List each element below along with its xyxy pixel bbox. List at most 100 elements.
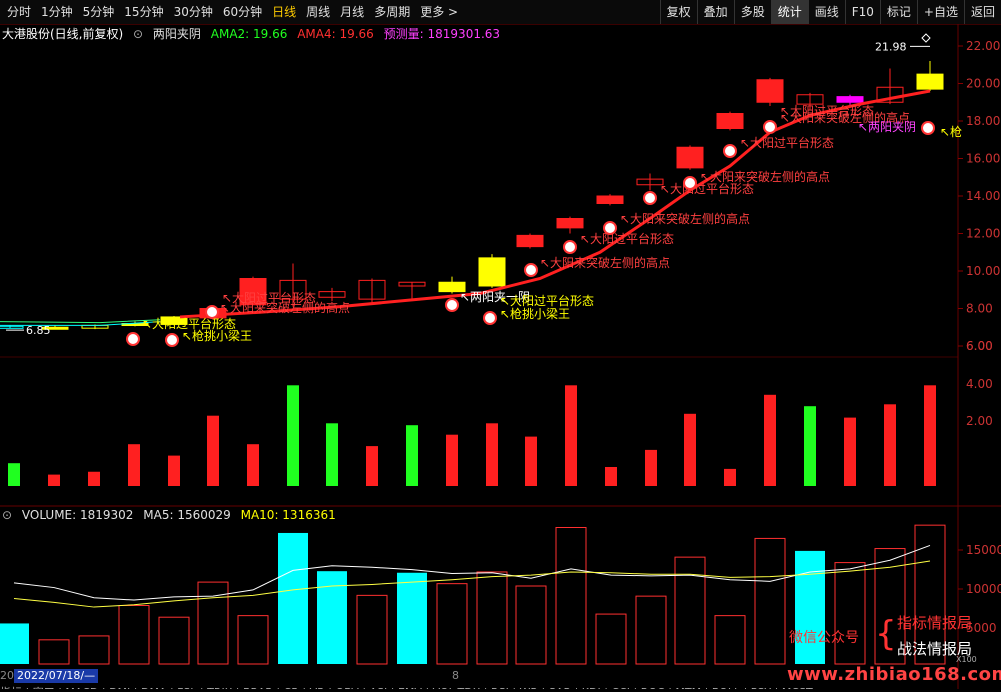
period-tab-8[interactable]: 月线 <box>340 5 365 19</box>
candle-8 <box>318 291 346 298</box>
volume-bar-15 <box>595 613 627 665</box>
price-tick-label: 18.00 <box>966 114 1000 128</box>
volume-bar-7 <box>278 532 308 664</box>
annotation-2: ↖大阳来突破左侧的高点 <box>220 300 350 315</box>
tool-button-8[interactable]: 返回 <box>963 0 1001 24</box>
ama2-value: AMA2: 19.66 <box>210 27 288 41</box>
candle-9 <box>358 279 386 300</box>
chevron-down-icon[interactable]: ⊙ <box>133 27 144 41</box>
osc-bar-11 <box>446 434 458 486</box>
signal-marker-5 <box>524 263 538 277</box>
ma10-value: MA10: 1316361 <box>240 508 336 522</box>
osc-bar-5 <box>207 415 219 486</box>
period-tab-7[interactable]: 周线 <box>306 5 331 19</box>
chart-area[interactable]: 22.00 20.00 18.00 16.00 14.00 12.00 10.00 8.00 6… <box>0 24 1001 689</box>
osc-bar-19 <box>764 394 776 486</box>
signal-marker-11 <box>763 120 777 134</box>
candle-21 <box>836 96 864 103</box>
candle-12 <box>478 257 506 287</box>
osc-bar-17 <box>684 413 696 486</box>
price-tick-label: 8.00 <box>966 302 993 316</box>
tool-button-5[interactable]: F10 <box>844 0 880 24</box>
tool-button-4[interactable]: 画线 <box>807 0 845 24</box>
watermark: 微信公众号 { 指标情报局 战法情报局 <box>789 612 999 662</box>
volume-unit: X100 <box>956 655 977 664</box>
volume-bar-4 <box>158 616 190 665</box>
low-mark: 6.85 <box>26 324 51 337</box>
volume-bar-14 <box>555 527 587 665</box>
price-tick-label: 10.00 <box>966 264 1000 278</box>
volume-value: VOLUME: 1819302 <box>21 508 134 522</box>
signal-marker-0 <box>126 332 140 346</box>
annotation-12: ↖大阳过平台形态 <box>740 135 834 150</box>
annotation-6: ↖枪挑小梁王 <box>500 306 570 321</box>
osc-tick-label: 6.00 <box>966 339 993 353</box>
period-tab-4[interactable]: 30分钟 <box>173 5 213 19</box>
tool-button-2[interactable]: 多股 <box>733 0 771 24</box>
osc-bar-8 <box>326 423 338 486</box>
ma-line <box>179 89 931 319</box>
volume-bar-3 <box>118 605 150 665</box>
osc-bar-10 <box>406 425 418 486</box>
osc-bar-0 <box>8 463 20 486</box>
volume-bar-10 <box>397 572 427 664</box>
period-tab-5[interactable]: 60分钟 <box>222 5 263 19</box>
candle-6 <box>239 278 267 306</box>
tool-button-3[interactable]: 统计 <box>770 0 808 24</box>
volume-bar-0 <box>0 623 29 664</box>
osc-bar-18 <box>724 468 736 486</box>
candlestick-chart[interactable]: 22.00 20.00 18.00 16.00 14.00 12.00 10.00 8.00 6… <box>0 24 1001 689</box>
period-tab-9[interactable]: 多周期 <box>374 5 411 19</box>
annotation-3: ↖大阳过平台形态 <box>222 290 316 305</box>
osc-bar-22 <box>884 404 896 486</box>
osc-bar-15 <box>605 467 617 486</box>
annotation-11: ↖大阳来突破左侧的高点 <box>700 169 830 184</box>
tool-buttons: 复权 叠加 多股 统计 画线 F10 标记 +自选 返回 <box>659 0 1001 24</box>
date-cursor: 2022/07/18/— <box>14 669 99 683</box>
watermark-wechat: 微信公众号 <box>789 630 859 646</box>
candle-1 <box>41 326 69 330</box>
candle-15 <box>596 195 624 204</box>
chart-header: 大港股份(日线,前复权) ⊙ 两阳夹阴 AMA2: 19.66 AMA4: 19… <box>0 25 506 43</box>
signal-marker-8 <box>643 191 657 205</box>
signal-marker-10 <box>723 144 737 158</box>
tool-button-0[interactable]: 复权 <box>659 0 697 24</box>
forecast-volume: 预测量: 1819301.63 <box>383 27 501 41</box>
osc-bar-21 <box>844 417 856 486</box>
stock-title[interactable]: 大港股份(日线,前复权) <box>2 27 124 41</box>
price-tick-label: 12.00 <box>966 227 1000 241</box>
chevron-down-icon[interactable]: ⊙ <box>2 508 13 522</box>
volume-bar-2 <box>78 635 110 665</box>
volume-bar-13 <box>515 585 547 665</box>
tool-button-7[interactable]: +自选 <box>916 0 964 24</box>
signal-marker-3 <box>445 298 459 312</box>
vol-tick-label: 15000 <box>966 543 1001 557</box>
osc-tick-label: 2.00 <box>966 414 993 428</box>
tool-button-1[interactable]: 叠加 <box>696 0 734 24</box>
watermark-site: www.zhibiao168.com <box>787 664 1001 685</box>
indicator-name[interactable]: 两阳夹阴 <box>152 27 201 41</box>
annotation-16: ↖枪 <box>940 124 962 139</box>
volume-bar-11 <box>436 583 468 665</box>
signal-marker-2 <box>205 305 219 319</box>
period-tab-0[interactable]: 分时 <box>7 5 32 19</box>
tool-button-6[interactable]: 标记 <box>879 0 917 24</box>
signal-marker-9 <box>683 176 697 190</box>
osc-bar-20 <box>804 406 816 486</box>
indicator-tabs[interactable]: 指标 | 窗口 | MACD | DMI | DMA | FSL | TRIX … <box>0 684 1001 689</box>
high-mark: 21.98 <box>875 40 907 53</box>
volume-bar-23 <box>914 524 946 665</box>
osc-bar-2 <box>88 471 100 486</box>
ama4-value: AMA4: 19.66 <box>297 27 374 41</box>
period-tab-1[interactable]: 1分钟 <box>41 5 73 19</box>
candle-7 <box>279 279 307 300</box>
osc-bar-1 <box>48 474 60 486</box>
period-tab-10[interactable]: 更多 > <box>420 5 459 19</box>
osc-tick-label: 4.00 <box>966 377 993 391</box>
period-tab-6[interactable]: 日线 <box>272 5 297 19</box>
period-tab-2[interactable]: 5分钟 <box>82 5 115 19</box>
annotation-1: ↖枪挑小梁王 <box>182 328 252 343</box>
osc-bar-16 <box>645 449 657 486</box>
ma10-line <box>13 560 931 608</box>
period-tab-3[interactable]: 15分钟 <box>124 5 164 19</box>
